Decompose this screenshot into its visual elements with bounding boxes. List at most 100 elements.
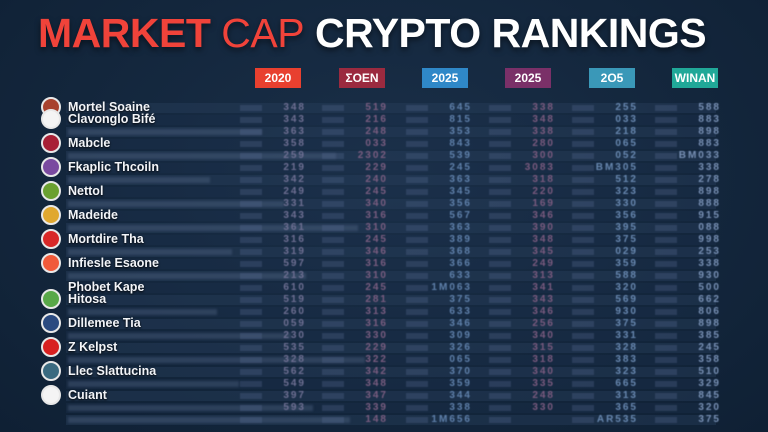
value-cell: 322 [322,354,388,366]
value-cell: 248 [489,390,555,402]
table-row[interactable]: Z Kelpst 535 229 326 315 328 245 [0,337,768,357]
cell-bar [655,393,677,399]
value-cell: 318 [489,174,555,186]
table-row[interactable]: Nettol 249 245 345 220 323 898 [0,181,768,201]
value-cell: 998 [655,234,721,246]
value-text: 240 [365,174,388,185]
table-row[interactable]: 331 340 356 169 330 888 [0,198,768,210]
coin-name: Madeide [68,208,119,222]
cell-bar [572,189,594,195]
table-row[interactable]: 259 2302 539 300 052 BM033 [0,150,768,162]
table-row[interactable]: 361 310 363 390 395 088 [0,222,768,234]
cell-bar [322,261,344,267]
value-cell: 033 [322,138,388,150]
table-row[interactable]: Clavonglo Bifé 343 216 815 348 033 883 [0,109,768,129]
value-cell: 347 [322,390,388,402]
coin-logo-icon [41,205,61,225]
value-cell: 340 [489,366,555,378]
value-cell: 343 [240,210,306,222]
value-cell: 320 [655,402,721,414]
value-cell: 539 [406,150,472,162]
table-row[interactable]: 342 240 363 318 512 278 [0,174,768,186]
table-row[interactable]: 593 339 338 330 365 320 [0,402,768,414]
value-cell: 313 [489,270,555,282]
value-text: 359 [449,378,472,389]
value-cell: 280 [489,138,555,150]
value-text: 310 [365,270,388,281]
value-text: 033 [365,138,388,149]
cell-bar [240,165,262,171]
column-header-4[interactable]: 2O5 [589,68,635,88]
value-cell: 662 [655,294,721,306]
column-header-3[interactable]: 2025 [505,68,551,88]
cell-bar [240,333,262,339]
column-header-1[interactable]: ΣOEN [339,68,385,88]
value-cell: 519 [240,294,306,306]
value-text: 346 [449,318,472,329]
table-row[interactable]: Madeide 343 316 567 346 356 915 [0,205,768,225]
value-text: 065 [615,138,638,149]
cell-bar [240,201,262,207]
cell-bar [322,333,344,339]
cell-bar [406,345,428,351]
value-text: 347 [365,390,388,401]
value-cell: 245 [406,162,472,174]
table-row[interactable]: 213 310 633 313 588 930 [0,270,768,282]
cell-bar [655,141,677,147]
table-row[interactable]: 148 1M656 AR535 375 [0,414,768,426]
cell-bar [240,117,262,123]
table-row[interactable]: 549 348 359 335 665 329 [0,378,768,390]
cell-bar [406,177,428,183]
cell-bar [572,201,594,207]
value-text: 340 [532,366,555,377]
cell-bar [406,333,428,339]
coin-name: Clavonglo Bifé [68,112,156,126]
table-row[interactable]: Dillemee Tia 059 316 346 256 375 898 [0,313,768,333]
cell-bar [322,153,344,159]
value-text: 033 [615,114,638,125]
table-row[interactable]: Fkaplic Thcoiln 219 229 245 3083 BM305 338 [0,157,768,177]
value-cell: 397 [240,390,306,402]
table-row[interactable]: Infiesle Esaone 597 316 366 249 359 338 [0,253,768,273]
table-row[interactable]: 319 346 368 345 029 253 [0,246,768,258]
cell-bar [240,237,262,243]
value-cell: 346 [322,246,388,258]
row-strip [66,139,716,149]
table-row[interactable]: Hitosa 519 281 375 343 569 662 [0,289,768,309]
cell-bar [406,141,428,147]
value-text: 519 [283,294,306,305]
cell-bar [406,117,428,123]
value-text: 229 [365,342,388,353]
table-row[interactable]: 328 322 065 318 383 358 [0,354,768,366]
cell-bar [655,285,677,291]
table-row[interactable]: Mabcle 358 033 843 280 065 883 [0,133,768,153]
cell-bar [489,117,511,123]
table-row[interactable]: Mortdire Tha 316 245 389 348 375 998 [0,229,768,249]
cell-bar [655,321,677,327]
table-row[interactable]: 230 330 309 340 331 385 [0,330,768,342]
column-header-5[interactable]: WINAN [672,68,718,88]
column-header-2[interactable]: 2025 [422,68,468,88]
value-cell: 338 [489,126,555,138]
value-cell: 330 [322,330,388,342]
value-cell: 220 [489,186,555,198]
value-cell: 219 [240,162,306,174]
table-row[interactable]: Cuiant 397 347 344 248 313 845 [0,385,768,405]
cell-bar [322,321,344,327]
cell-bar [655,105,677,111]
blurred-text [68,249,232,255]
column-header-0[interactable]: 2020 [255,68,301,88]
table-row[interactable]: Llec Slattucina 562 342 370 340 323 510 [0,361,768,381]
value-text: 313 [615,390,638,401]
cell-bar [655,309,677,315]
value-text: 229 [365,162,388,173]
table-row[interactable]: 260 313 633 346 930 806 [0,306,768,318]
cell-bar [322,285,344,291]
value-cell: 665 [572,378,638,390]
table-row[interactable]: Phobet Kape 610 245 1M063 341 320 500 [0,280,768,294]
cell-bar [406,321,428,327]
cell-bar [655,201,677,207]
table-row[interactable]: 363 248 353 338 218 898 [0,126,768,138]
value-text: 375 [615,234,638,245]
value-text: 326 [449,342,472,353]
